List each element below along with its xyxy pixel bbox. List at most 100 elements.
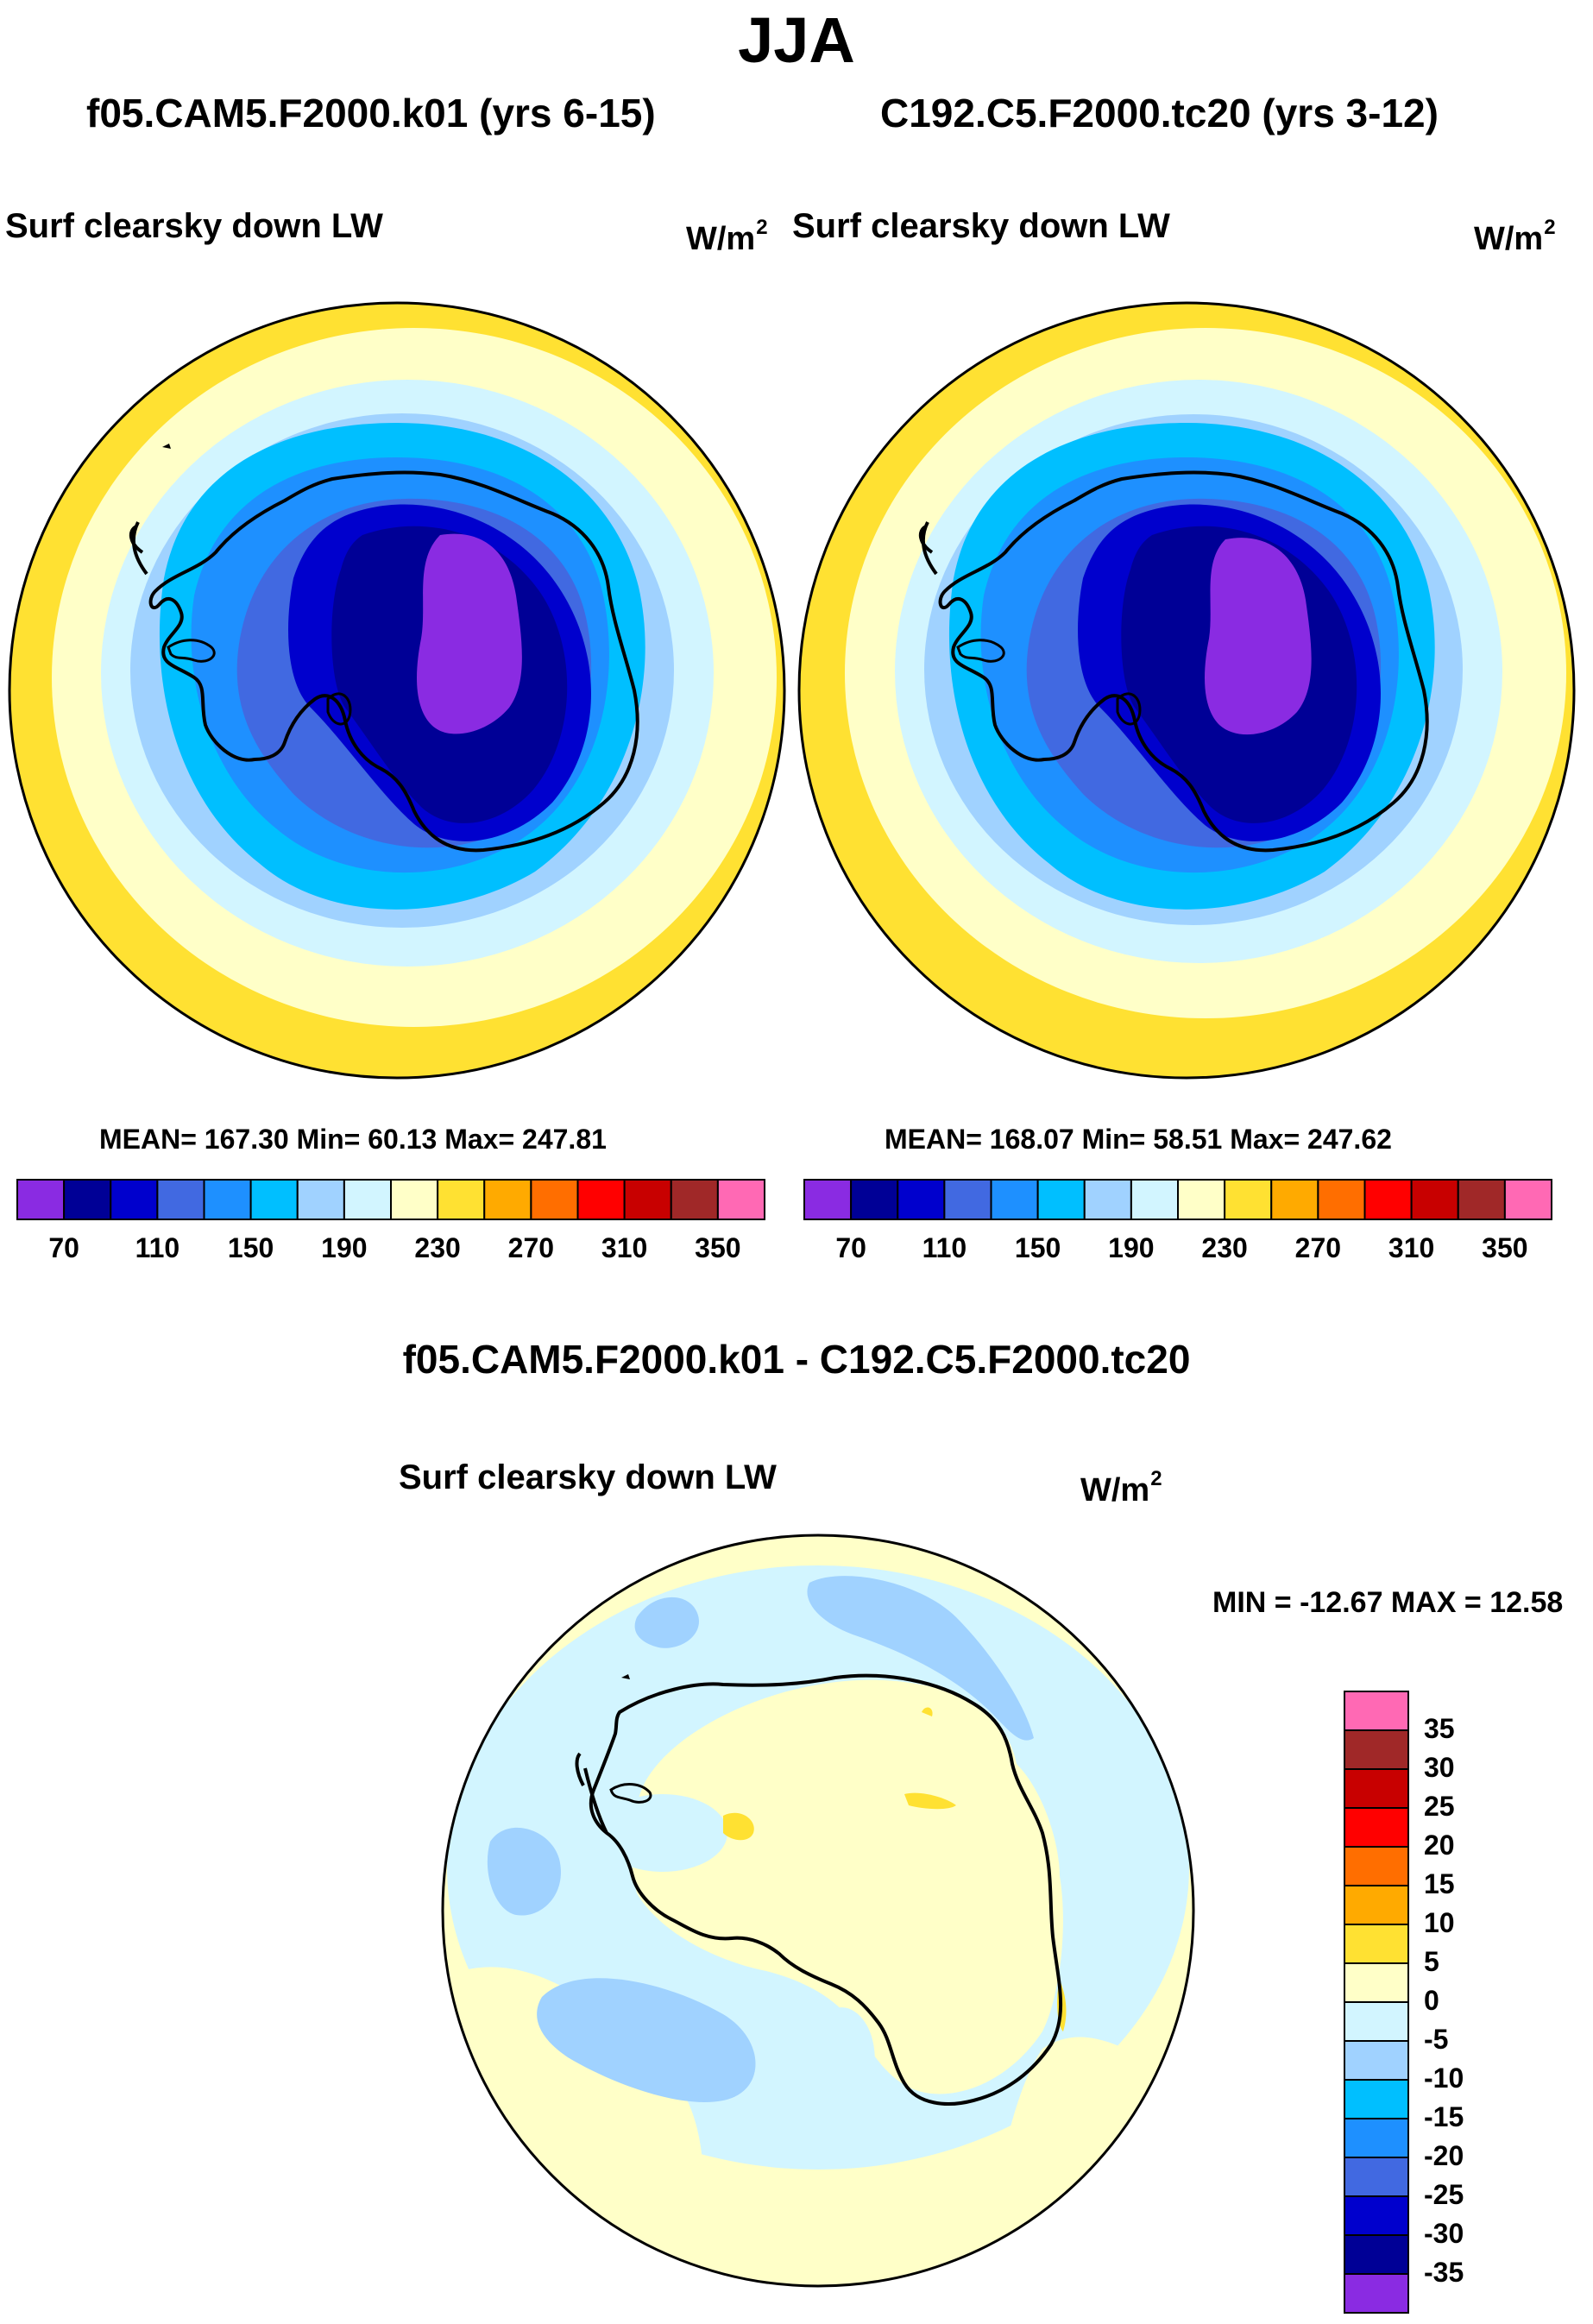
diff-contour-neg10-neg5-c <box>487 1827 561 1916</box>
left-colorbar-tick-label: 70 <box>48 1232 79 1263</box>
map-boundary <box>8 301 786 1080</box>
diff-colorbar-tick-label: 35 <box>1424 1713 1455 1744</box>
diff-colorbar-swatch <box>1344 2001 1409 2042</box>
diff-colorbar-tick-label: -30 <box>1424 2218 1464 2249</box>
ice-shelf-outline <box>167 639 216 663</box>
diff-colorbar-tick-label: 20 <box>1424 1830 1455 1861</box>
diff-colorbar-swatch <box>1344 1885 1409 1925</box>
left-polar-map <box>8 301 786 1080</box>
left-colorbar <box>16 1179 765 1220</box>
diff-colorbar-swatch <box>1344 1691 1409 1731</box>
diff-colorbar-tick-label: -35 <box>1424 2257 1464 2288</box>
left-colorbar-tick-label: 350 <box>695 1232 741 1263</box>
diff-units-label: W/m2 <box>1080 1467 1162 1508</box>
diff-colorbar-swatch <box>1344 1768 1409 1809</box>
right-colorbar-swatch <box>1224 1179 1273 1220</box>
left-case-title: f05.CAM5.F2000.k01 (yrs 6-15) <box>86 91 656 135</box>
right-case-title: C192.C5.F2000.tc20 (yrs 3-12) <box>880 91 1439 135</box>
right-colorbar-swatch <box>1177 1179 1226 1220</box>
diff-contour-neg5-0-ross <box>823 2007 875 2094</box>
antarctica-coastline <box>589 1673 1063 2106</box>
diff-colorbar-swatch <box>1344 2040 1409 2081</box>
right-colorbar-swatch <box>1410 1179 1459 1220</box>
right-colorbar-tick-label: 190 <box>1108 1232 1155 1263</box>
diff-contour-neg5-0-shelf <box>598 1794 727 1872</box>
right-colorbar-tick-label: 70 <box>835 1232 866 1263</box>
map-boundary <box>441 1534 1195 2288</box>
difference-title: f05.CAM5.F2000.k01 - C192.C5.F2000.tc20 <box>402 1337 1191 1382</box>
contour-below-70 <box>1205 538 1312 735</box>
peninsula-coastline <box>918 521 938 576</box>
diff-colorbar-swatch <box>1344 1924 1409 1964</box>
diff-contour-neg10-neg5-a <box>634 1597 699 1648</box>
diff-colorbar-swatch <box>1344 2195 1409 2236</box>
right-colorbar <box>803 1179 1552 1220</box>
contour-below-70 <box>417 533 522 734</box>
antarctica-coastline <box>148 470 639 853</box>
right-colorbar-swatch <box>850 1179 899 1220</box>
diff-contour-5-10-b <box>904 1792 956 1810</box>
diff-colorbar-swatch <box>1344 2079 1409 2119</box>
right-colorbar-swatch <box>943 1179 992 1220</box>
right-colorbar-swatch <box>1457 1179 1506 1220</box>
diff-variable-label: Surf clearsky down LW <box>399 1458 777 1496</box>
left-units-label: W/m2 <box>686 216 768 257</box>
peninsula-coastline <box>129 521 148 576</box>
diff-colorbar-tick-label: 0 <box>1424 1985 1439 2016</box>
right-colorbar-tick-label: 150 <box>1014 1232 1061 1263</box>
figure-title: JJA <box>738 4 855 76</box>
diff-contour-neg10-neg5-d <box>537 1978 756 2102</box>
left-colorbar-swatch <box>437 1179 486 1220</box>
diff-colorbar-swatch <box>1344 1962 1409 2003</box>
left-variable-label: Surf clearsky down LW <box>5 207 383 245</box>
diff-colorbar-tick-label: -15 <box>1424 2101 1464 2132</box>
left-colorbar-swatch <box>343 1179 392 1220</box>
right-variable-label: Surf clearsky down LW <box>792 207 1170 245</box>
diff-colorbar-swatch <box>1344 2118 1409 2158</box>
left-colorbar-swatch <box>670 1179 719 1220</box>
left-colorbar-swatch <box>16 1179 66 1220</box>
island-marker <box>621 1674 630 1679</box>
left-colorbar-swatch <box>623 1179 672 1220</box>
ross-embayment-outline <box>326 692 352 726</box>
diff-colorbar-tick-label: -20 <box>1424 2140 1464 2171</box>
diff-colorbar-tick-label: -5 <box>1424 2024 1449 2055</box>
ross-embayment-outline <box>1116 692 1142 726</box>
island-marker <box>162 444 171 449</box>
left-colorbar-swatch <box>203 1179 252 1220</box>
right-colorbar-swatch <box>897 1179 946 1220</box>
right-colorbar-swatch <box>1363 1179 1413 1220</box>
diff-colorbar-tick-label: 25 <box>1424 1791 1455 1822</box>
left-colorbar-tick-label: 150 <box>227 1232 274 1263</box>
left-colorbar-swatch <box>63 1179 112 1220</box>
right-colorbar-swatch <box>1130 1179 1179 1220</box>
diff-colorbar-tick-label: -10 <box>1424 2063 1464 2094</box>
left-colorbar-swatch <box>110 1179 159 1220</box>
peninsula-coastline <box>575 1752 608 1834</box>
diff-colorbar-swatch <box>1344 2234 1409 2275</box>
diff-colorbar-tick-label: 30 <box>1424 1752 1455 1783</box>
right-colorbar-tick-label: 350 <box>1482 1232 1528 1263</box>
left-colorbar-swatch <box>156 1179 205 1220</box>
diff-colorbar-tick-label: 15 <box>1424 1868 1455 1899</box>
diff-contour-5-10-d <box>922 1707 933 1716</box>
left-colorbar-swatch <box>296 1179 345 1220</box>
right-polar-map <box>797 301 1576 1080</box>
left-colorbar-swatch <box>576 1179 626 1220</box>
ice-shelf-outline <box>956 639 1005 663</box>
left-colorbar-swatch <box>716 1179 765 1220</box>
diff-colorbar-swatch <box>1344 1846 1409 1886</box>
diff-contour-neg10-neg5-b <box>807 1576 1034 1741</box>
left-colorbar-swatch <box>530 1179 579 1220</box>
right-colorbar-swatch <box>1083 1179 1132 1220</box>
right-colorbar-tick-label: 270 <box>1294 1232 1342 1263</box>
right-colorbar-swatch <box>1270 1179 1319 1220</box>
left-colorbar-tick-label: 110 <box>135 1232 180 1263</box>
diff-colorbar-tick-label: -25 <box>1424 2179 1464 2210</box>
right-colorbar-swatch <box>1036 1179 1086 1220</box>
diff-colorbar-tick-label: 5 <box>1424 1946 1439 1977</box>
diff-contour-0-5-continent <box>631 1679 1063 2094</box>
left-colorbar-swatch <box>390 1179 439 1220</box>
right-colorbar-tick-label: 110 <box>922 1232 967 1263</box>
right-units-label: W/m2 <box>1474 216 1556 257</box>
